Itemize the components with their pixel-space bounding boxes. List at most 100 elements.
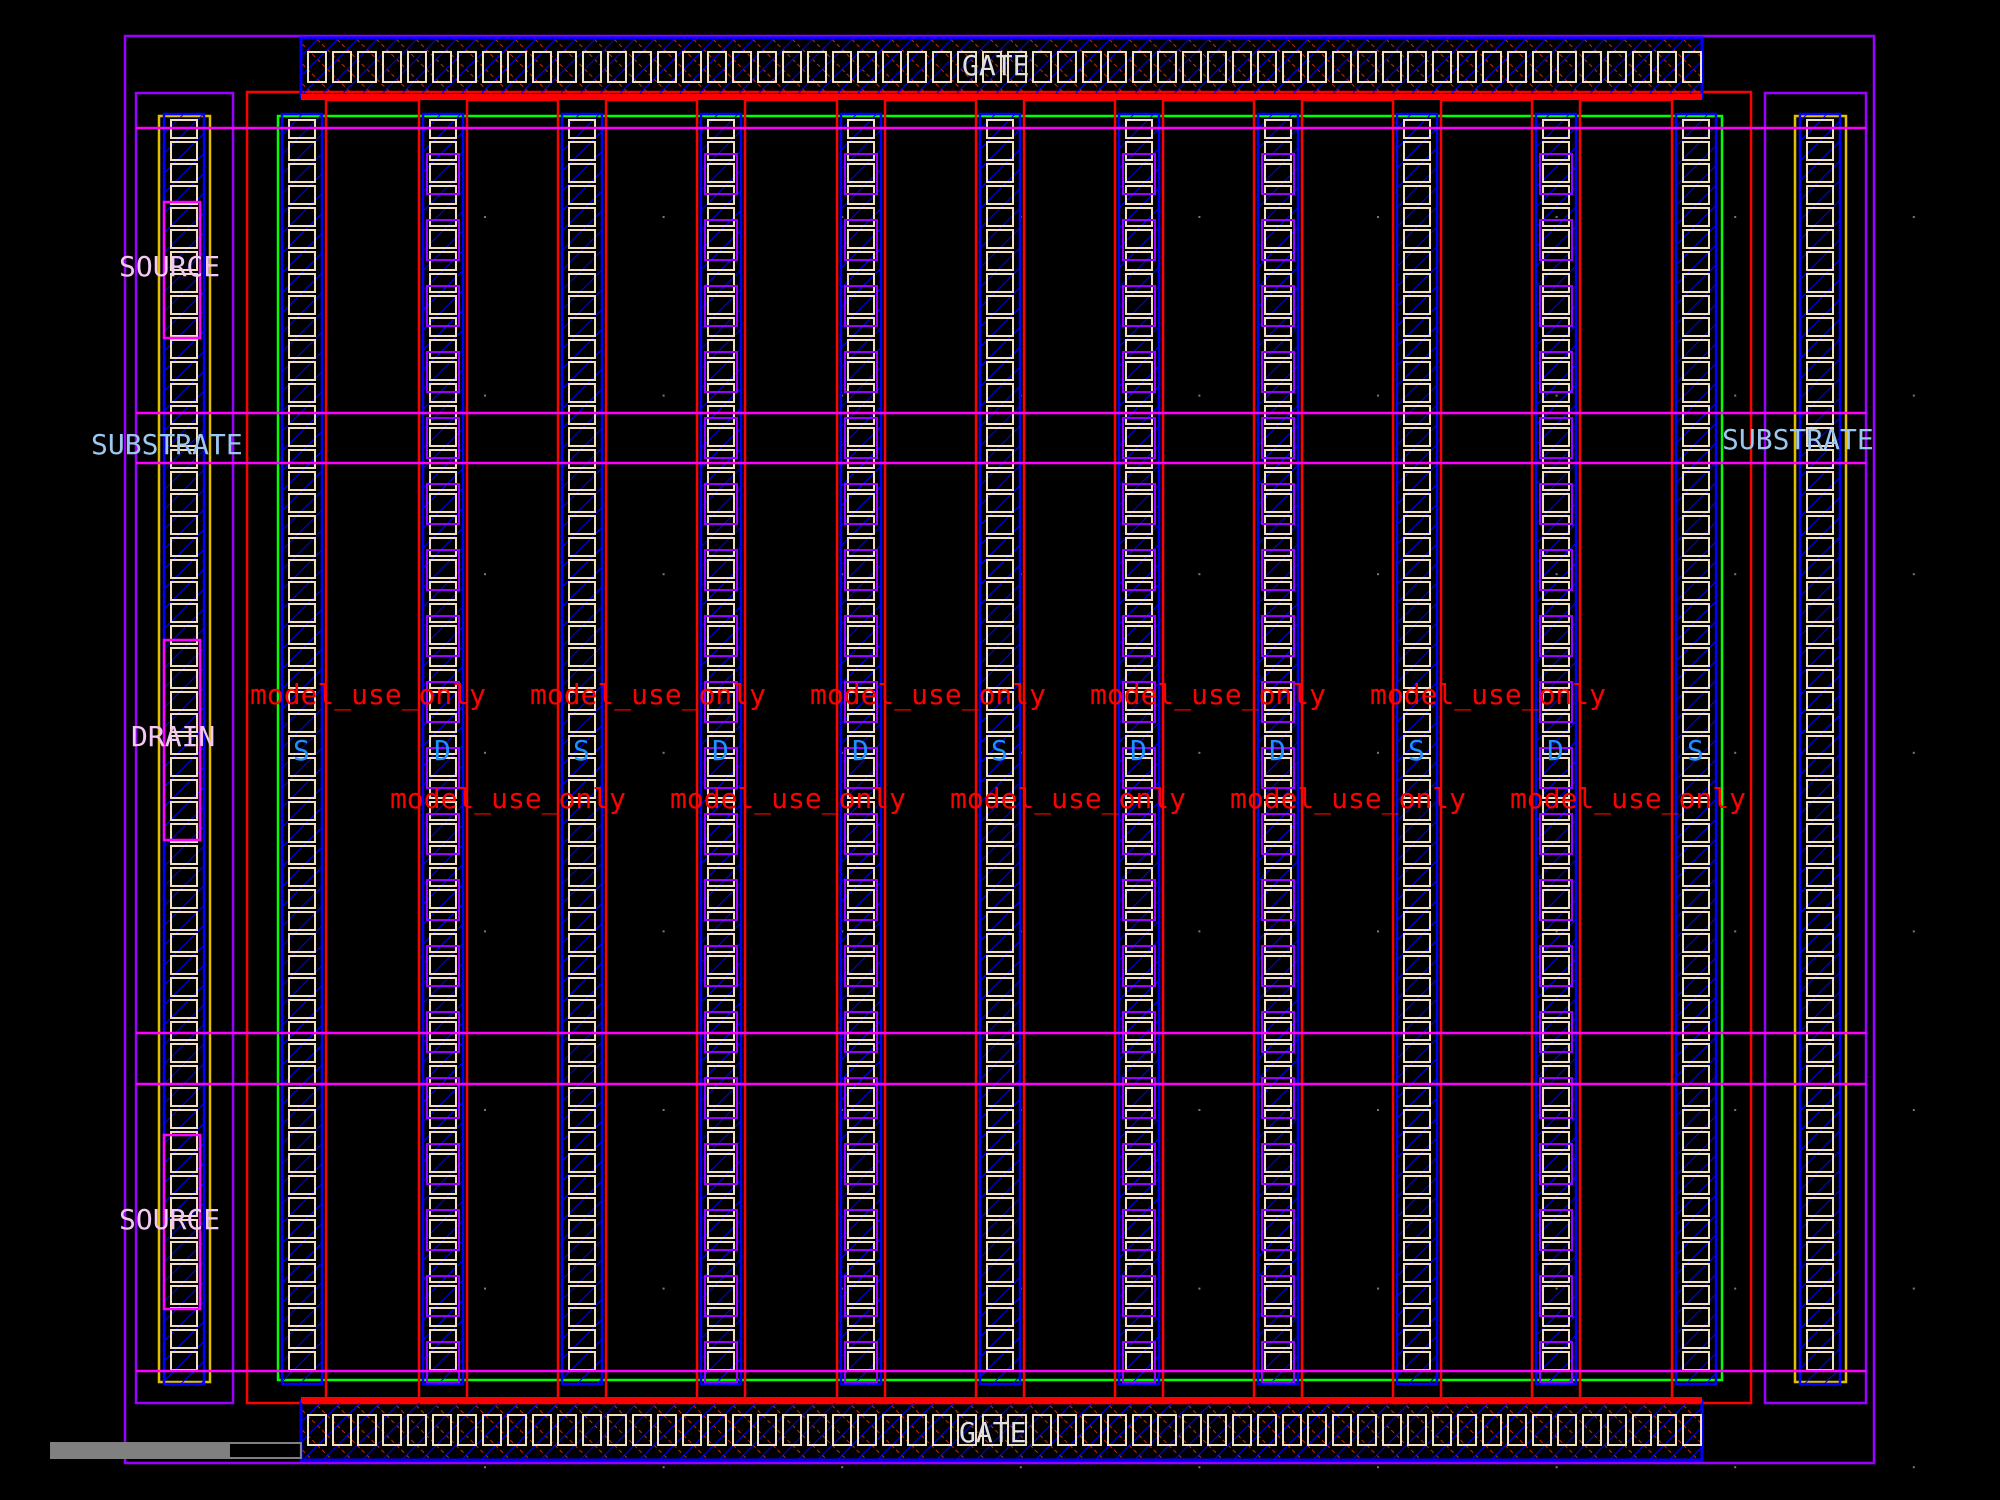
finger-3-contact[interactable] — [568, 647, 596, 667]
gate-bar-top-contact[interactable] — [882, 51, 902, 83]
via-box[interactable] — [844, 1341, 878, 1383]
via-box[interactable] — [1539, 417, 1573, 459]
finger-7-contact[interactable] — [1125, 141, 1153, 161]
via-box[interactable] — [426, 747, 460, 789]
poly-gate-finger[interactable] — [1439, 98, 1534, 1402]
tap-left-contact[interactable] — [170, 1043, 198, 1063]
finger-1-contact[interactable] — [288, 823, 316, 843]
gate-bar-bottom-contact[interactable] — [657, 1414, 677, 1446]
finger-11-contact[interactable] — [1682, 1219, 1710, 1239]
finger-8-contact[interactable] — [1264, 867, 1292, 887]
via-box[interactable] — [1539, 1209, 1573, 1251]
gate-bar-top-contact[interactable] — [1232, 51, 1252, 83]
gate-bar-bottom-contact[interactable] — [1532, 1414, 1552, 1446]
finger-10-contact[interactable] — [1542, 1329, 1570, 1349]
poly-gate-finger[interactable] — [1161, 98, 1256, 1402]
finger-7-contact[interactable] — [1125, 1285, 1153, 1305]
via-box[interactable] — [704, 747, 738, 789]
finger-1-contact[interactable] — [288, 1241, 316, 1261]
gate-bar-top-contact[interactable] — [582, 51, 602, 83]
gate-bar-bottom-contact[interactable] — [532, 1414, 552, 1446]
finger-2-contact[interactable] — [429, 1329, 457, 1349]
via-box[interactable] — [1261, 219, 1295, 261]
finger-5-contact[interactable] — [847, 295, 875, 315]
finger-5-contact[interactable] — [847, 1197, 875, 1217]
via-box[interactable] — [844, 219, 878, 261]
gate-bar-top-contact[interactable] — [1532, 51, 1552, 83]
gate-bar-top-contact[interactable] — [832, 51, 852, 83]
finger-1-contact[interactable] — [288, 1197, 316, 1217]
finger-7-contact[interactable] — [1125, 999, 1153, 1019]
finger-11-contact[interactable] — [1682, 1197, 1710, 1217]
poly-gate-finger[interactable] — [324, 98, 421, 1402]
via-box[interactable] — [1539, 285, 1573, 327]
finger-9-contact[interactable] — [1403, 933, 1431, 953]
finger-9-contact[interactable] — [1403, 1263, 1431, 1283]
finger-3-contact[interactable] — [568, 1263, 596, 1283]
finger-6-contact[interactable] — [986, 911, 1014, 931]
finger-1-contact[interactable] — [288, 867, 316, 887]
finger-3-contact[interactable] — [568, 735, 596, 755]
finger-4-contact[interactable] — [707, 1219, 735, 1239]
finger-6-contact[interactable] — [986, 999, 1014, 1019]
finger-11-contact[interactable] — [1682, 889, 1710, 909]
finger-10-contact[interactable] — [1542, 1087, 1570, 1107]
finger-10-contact[interactable] — [1542, 207, 1570, 227]
finger-2-contact[interactable] — [429, 273, 457, 293]
finger-11-contact[interactable] — [1682, 845, 1710, 865]
finger-4-contact[interactable] — [707, 1263, 735, 1283]
finger-9-contact[interactable] — [1403, 911, 1431, 931]
finger-4-contact[interactable] — [707, 691, 735, 711]
tap-left-contact[interactable] — [170, 537, 198, 557]
finger-10-contact[interactable] — [1542, 493, 1570, 513]
finger-5-metal1[interactable] — [839, 112, 883, 1386]
gate-bar-bottom-contact[interactable] — [1332, 1414, 1352, 1446]
finger-7-contact[interactable] — [1125, 229, 1153, 249]
scale-bar-outline[interactable] — [50, 1442, 302, 1459]
finger-10-contact[interactable] — [1542, 471, 1570, 491]
tap-right-contact[interactable] — [1806, 691, 1834, 711]
finger-11-contact[interactable] — [1682, 361, 1710, 381]
finger-7-contact[interactable] — [1125, 207, 1153, 227]
finger-11-contact[interactable] — [1682, 911, 1710, 931]
finger-1-contact[interactable] — [288, 889, 316, 909]
finger-6-contact[interactable] — [986, 977, 1014, 997]
tap-left-contact[interactable] — [170, 229, 198, 249]
finger-7-contact[interactable] — [1125, 273, 1153, 293]
finger-7-contact[interactable] — [1125, 559, 1153, 579]
finger-3-contact[interactable] — [568, 207, 596, 227]
tap-right-contact[interactable] — [1806, 1153, 1834, 1173]
gate-bar-top-contact[interactable] — [1582, 51, 1602, 83]
finger-3-contact[interactable] — [568, 1109, 596, 1129]
tap-left-contact[interactable] — [170, 625, 198, 645]
via-box[interactable] — [1122, 1143, 1156, 1185]
finger-1-contact[interactable] — [288, 185, 316, 205]
tap-right-contact[interactable] — [1806, 559, 1834, 579]
finger-8-contact[interactable] — [1264, 757, 1292, 777]
via-box[interactable] — [426, 483, 460, 525]
finger-3-contact[interactable] — [568, 141, 596, 161]
gate-bar-bottom-contact[interactable] — [357, 1414, 377, 1446]
finger-2-contact[interactable] — [429, 801, 457, 821]
finger-5-contact[interactable] — [847, 493, 875, 513]
finger-10-contact[interactable] — [1542, 955, 1570, 975]
tap-left-contact[interactable] — [170, 801, 198, 821]
poly-gate-finger[interactable] — [1578, 98, 1674, 1402]
via-box[interactable] — [1122, 1275, 1156, 1317]
tap-left-contact[interactable] — [170, 1131, 198, 1151]
finger-4-contact[interactable] — [707, 207, 735, 227]
via-box[interactable] — [1122, 1077, 1156, 1119]
gate-bar-bottom-contact[interactable] — [1357, 1414, 1377, 1446]
finger-6-contact[interactable] — [986, 141, 1014, 161]
finger-4-metal1[interactable] — [699, 112, 743, 1386]
via-box[interactable] — [844, 813, 878, 855]
finger-3-contact[interactable] — [568, 779, 596, 799]
finger-10-contact[interactable] — [1542, 361, 1570, 381]
tap-right-contact[interactable] — [1806, 1307, 1834, 1327]
tap-right-contact[interactable] — [1806, 801, 1834, 821]
finger-2-contact[interactable] — [429, 757, 457, 777]
finger-11-contact[interactable] — [1682, 1329, 1710, 1349]
via-box[interactable] — [844, 1077, 878, 1119]
finger-9-contact[interactable] — [1403, 1175, 1431, 1195]
gate-bar-top-contact[interactable] — [957, 51, 977, 83]
